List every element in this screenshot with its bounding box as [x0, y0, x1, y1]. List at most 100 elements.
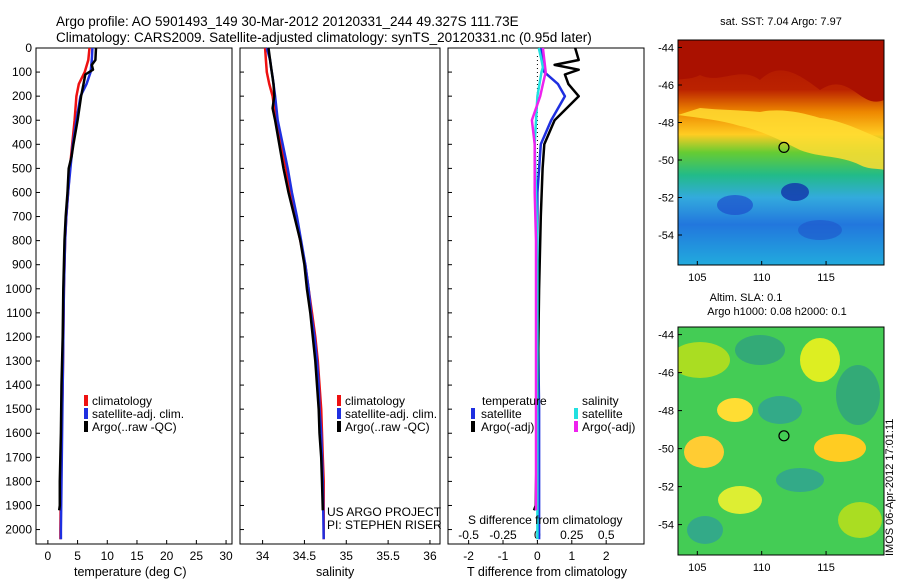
salinity-y-ticks [240, 47, 244, 531]
sla-map-subtitle: Argo h1000: 0.08 h2000: 0.1 [707, 306, 846, 318]
pi-label: PI: STEPHEN RISER [327, 518, 442, 532]
y-tick-label: 200 [12, 89, 32, 103]
legend-t-satellite: satellite [481, 407, 522, 421]
salinity-legend-swatch-argo [337, 421, 341, 432]
y-tick-label: -50 [658, 444, 674, 456]
salinity-x-axis: 34 34.5 35 35.5 36 [256, 540, 437, 563]
y-tick-label: 2000 [5, 523, 32, 537]
header-line2: Climatology: CARS2009. Satellite-adjuste… [56, 30, 592, 45]
difference-y-ticks [448, 47, 452, 531]
temperature-x-label: temperature (deg C) [74, 565, 187, 579]
temperature-legend-climatology: climatology [92, 394, 152, 408]
argo-position-marker-sst [778, 141, 790, 153]
sst-cold-eddy [781, 183, 809, 201]
legend-title-temperature: temperature [482, 394, 547, 408]
legend-title-salinity: salinity [582, 394, 619, 408]
project-label: US ARGO PROJECT [327, 505, 442, 519]
salinity-legend-swatch-satellite [337, 408, 341, 419]
difference-legend: temperature salinity satellite Argo(-adj… [471, 394, 635, 434]
sst-warm-tongue [678, 40, 884, 102]
y-tick-label: 600 [12, 185, 32, 199]
series-line [263, 47, 325, 540]
sst-map: sat. SST: 7.04 Argo: 7.97 -44 -46 -48 -50 -5… [658, 16, 885, 284]
x-tick-label: 35.5 [376, 549, 400, 563]
y-tick-label: -52 [658, 193, 674, 205]
sla-map-y-axis: -44 -46 -48 -50 -52 -54 [658, 330, 682, 532]
temperature-legend-swatch-satellite [84, 408, 88, 419]
y-tick-label: -46 [658, 368, 674, 380]
x-tick-label: 36 [423, 549, 437, 563]
series-line [536, 47, 567, 540]
x-tick-label: 0 [45, 549, 52, 563]
x-tick-label: 30 [219, 549, 233, 563]
legend-s-argo: Argo(-adj) [582, 420, 635, 434]
y-tick-label: 1200 [5, 330, 32, 344]
sst-front [678, 108, 884, 170]
sst-cold-eddy-3 [798, 220, 842, 240]
x-tick-label: 2 [603, 549, 610, 563]
temperature-y-axis: 0 100 200 300 400 500 600 700 800 900 1000 1100 1200… [5, 41, 40, 537]
y-tick-label: -50 [658, 155, 674, 167]
y-tick-label: -54 [658, 520, 674, 532]
salinity-legend-argo: Argo(..raw -QC) [345, 420, 430, 434]
sst-map-y-axis: -44 -46 -48 -50 -52 -54 [658, 43, 682, 242]
salinity-legend-climatology: climatology [345, 394, 405, 408]
sst-cold-eddy-2 [717, 195, 753, 215]
sla-map-frame [677, 326, 885, 556]
difference-plot-frame [447, 47, 645, 545]
legend-swatch-t-argo [471, 421, 475, 432]
y-tick-label: -48 [658, 406, 674, 418]
y-tick-label: 1900 [5, 498, 32, 512]
y-tick-label: 500 [12, 161, 32, 175]
y-tick-label: 300 [12, 113, 32, 127]
y-tick-label: 1400 [5, 378, 32, 392]
temperature-x-axis: 0 5 10 15 20 25 30 [45, 540, 233, 563]
s-tick-label: 0.25 [560, 528, 584, 542]
x-tick-label: 110 [753, 562, 771, 574]
sla-blob-12 [687, 516, 723, 544]
series-line [267, 47, 325, 511]
salinity-panel: 34 34.5 35 35.5 36 salinity climatology sate… [239, 47, 442, 579]
difference-s-axis: -0.5 -0.25 0 0.25 0.5 [458, 528, 615, 542]
y-tick-label: 400 [12, 137, 32, 151]
salinity-plot-frame [239, 47, 441, 545]
sla-blob-11 [838, 502, 882, 538]
x-tick-label: 105 [688, 272, 706, 284]
s-tick-label: -0.5 [458, 528, 479, 542]
y-tick-label: 900 [12, 258, 32, 272]
x-tick-label: 110 [753, 272, 771, 284]
salinity-legend-satellite: satellite-adj. clim. [345, 407, 437, 421]
temperature-legend: climatology satellite-adj. clim. Argo(..… [84, 394, 184, 434]
sla-blob-5 [717, 398, 753, 422]
difference-x-axis: -2 -1 0 1 2 [463, 540, 610, 563]
difference-s-label: S difference from climatology [468, 513, 623, 527]
sst-map-title: sat. SST: 7.04 Argo: 7.97 [720, 16, 842, 28]
x-tick-label: 105 [688, 562, 706, 574]
legend-swatch-s-argo [574, 421, 578, 432]
x-tick-label: 115 [817, 272, 835, 284]
y-tick-label: 1500 [5, 402, 32, 416]
salinity-series [263, 47, 325, 540]
legend-swatch-s-satellite [574, 408, 578, 419]
y-tick-label: 0 [25, 41, 32, 55]
header-line1: Argo profile: AO 5901493_149 30-Mar-2012… [56, 14, 519, 29]
difference-panel: -2 -1 0 1 2 -0.5 -0.25 0 0.25 0.5 S difference f… [447, 47, 645, 579]
x-tick-label: 115 [817, 562, 835, 574]
temperature-legend-argo: Argo(..raw -QC) [92, 420, 177, 434]
salinity-legend: climatology satellite-adj. clim. Argo(..… [337, 394, 437, 434]
y-tick-label: -46 [658, 80, 674, 92]
x-tick-label: 1 [568, 549, 575, 563]
x-tick-label: 15 [130, 549, 144, 563]
x-tick-label: 10 [101, 549, 115, 563]
y-tick-label: -44 [658, 330, 674, 342]
y-tick-label: 1100 [6, 306, 32, 320]
y-tick-label: -48 [658, 118, 674, 130]
series-line [530, 47, 547, 511]
x-tick-label: 0 [534, 549, 541, 563]
x-tick-label: 5 [74, 549, 81, 563]
y-tick-label: 1300 [5, 354, 32, 368]
y-tick-label: -52 [658, 482, 674, 494]
legend-swatch-t-satellite [471, 408, 475, 419]
sst-map-frame [677, 39, 885, 266]
